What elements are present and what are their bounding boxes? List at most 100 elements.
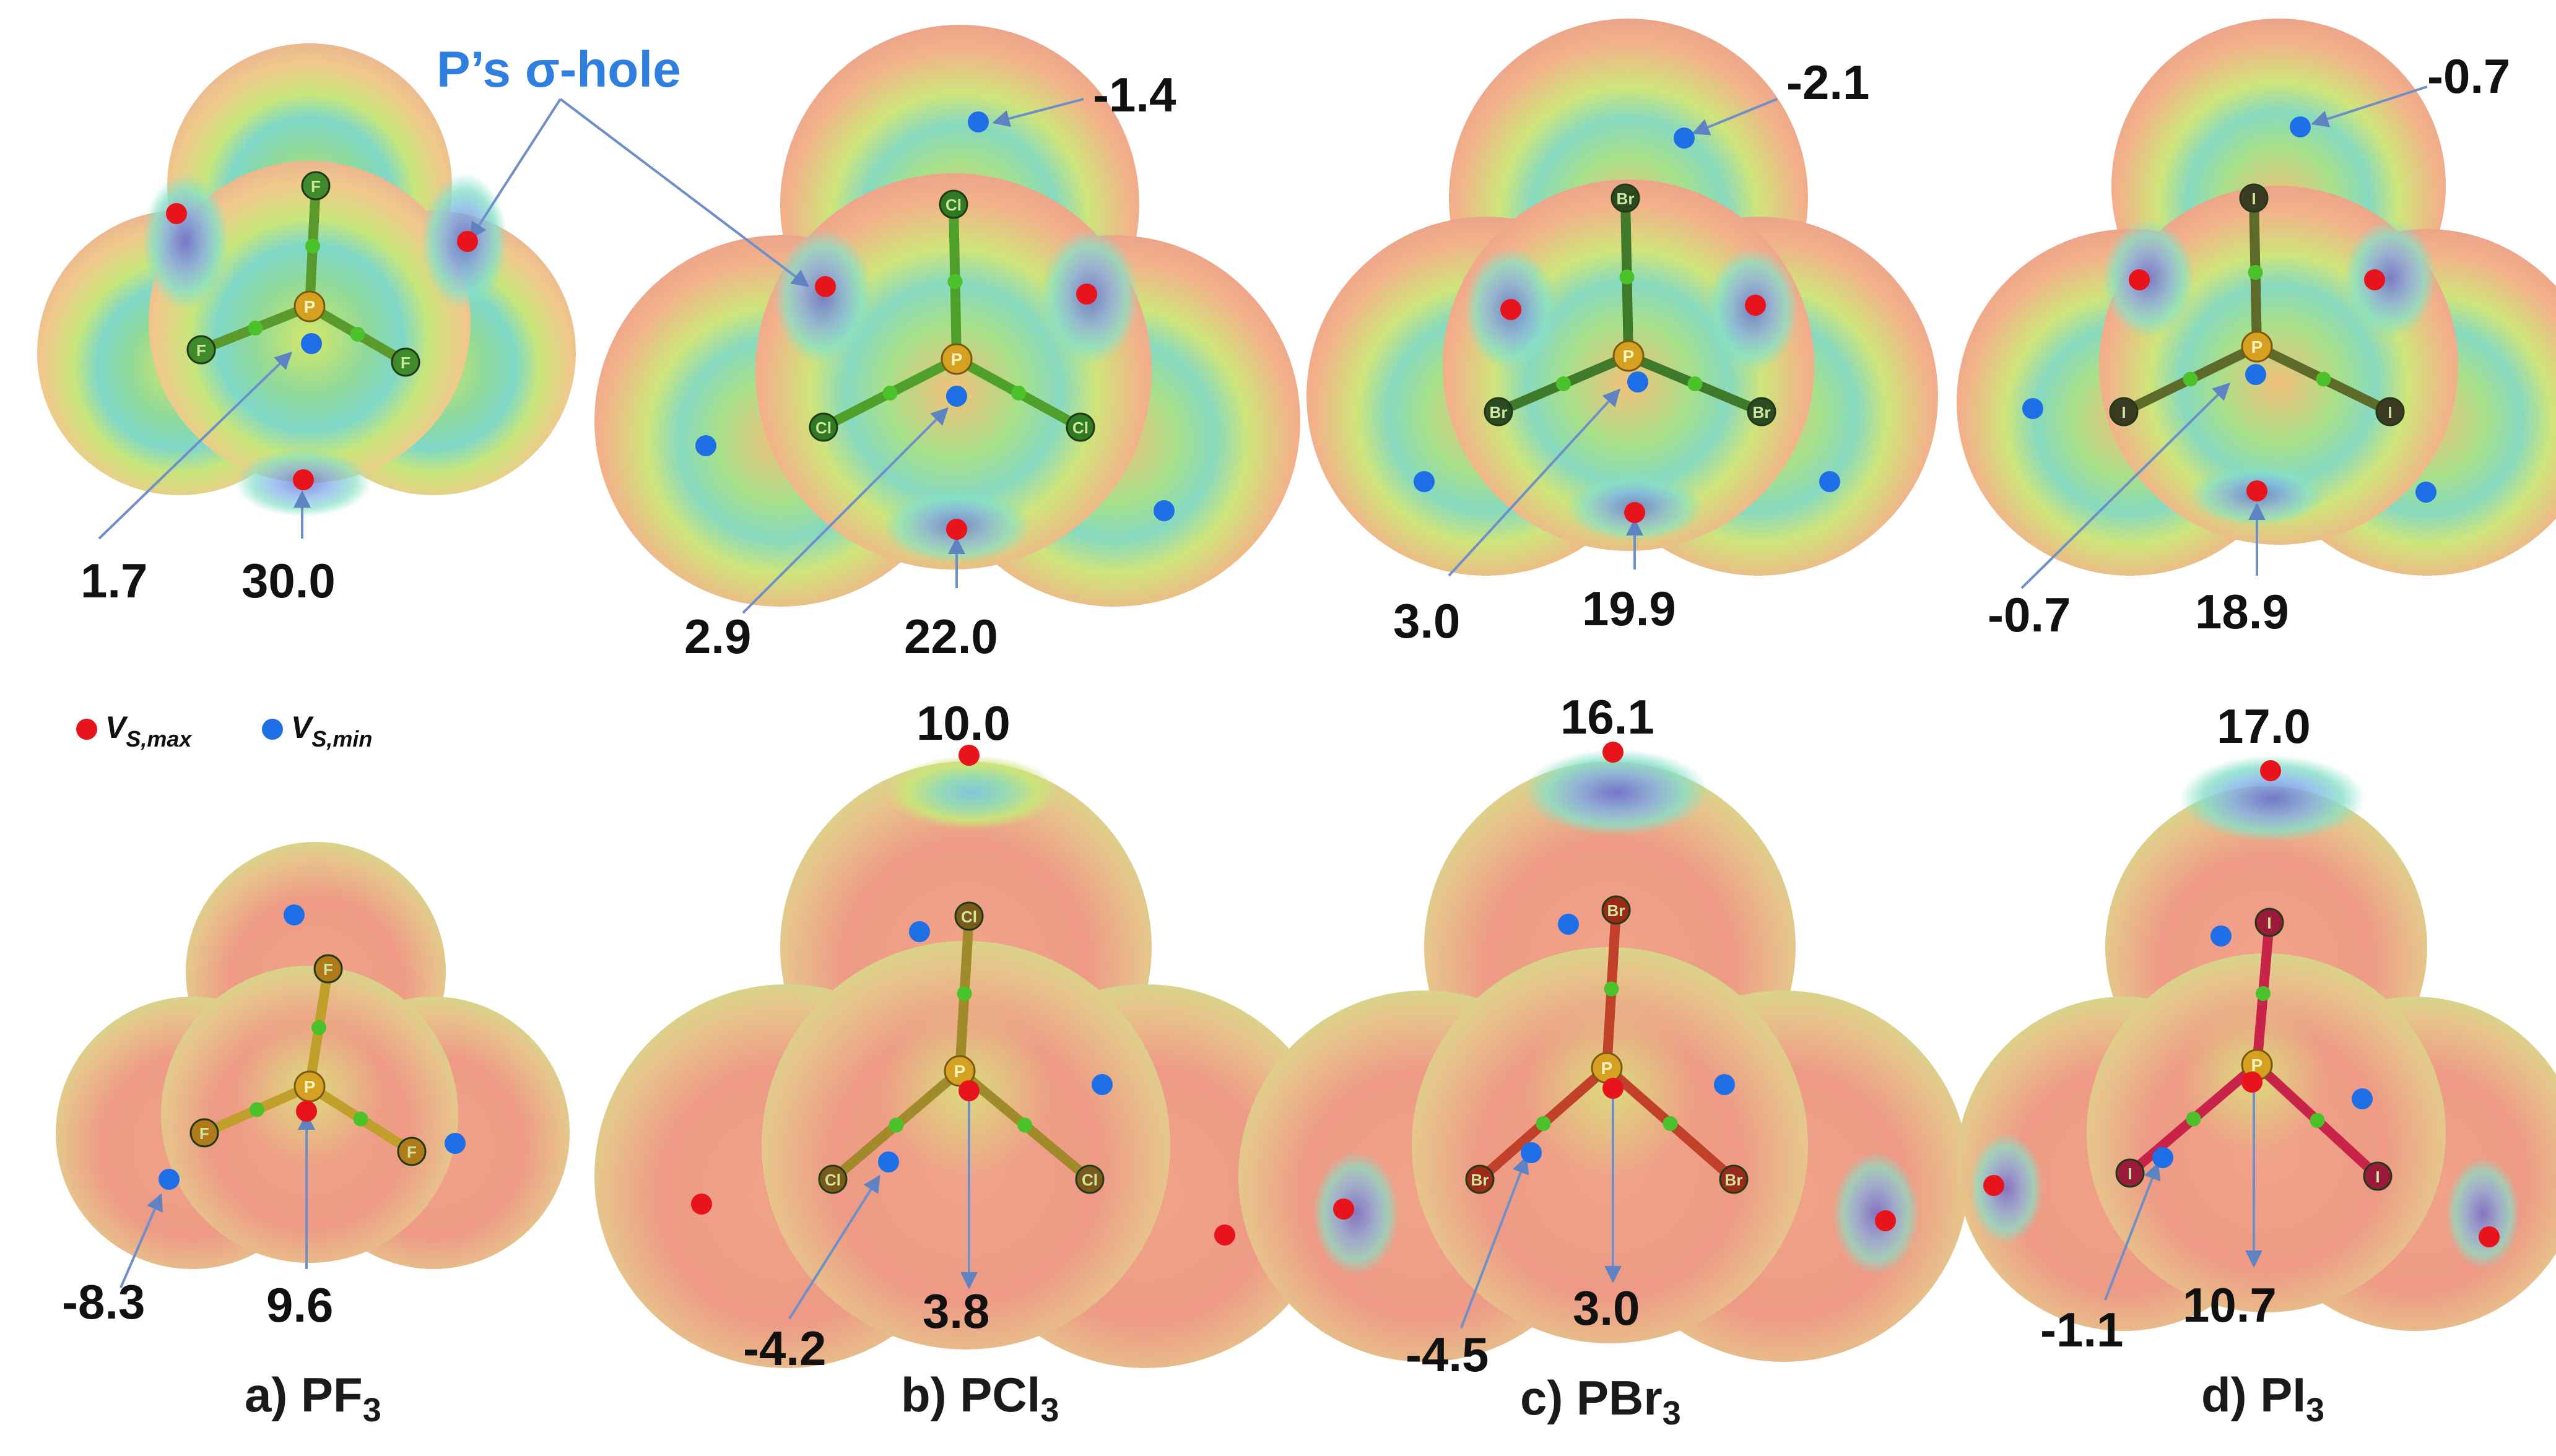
pbr3-top-center-value: 3.0 (1393, 594, 1460, 648)
pi3-top-atom-label-3: I (2388, 403, 2392, 422)
pf3-top-atom-label-1: F (311, 177, 321, 196)
pcl3-top-surface (594, 25, 1300, 607)
pbr3-top-halogen-atom-1 (1611, 183, 1640, 213)
caption-pf3: a) PF3 (245, 1367, 381, 1429)
pf3-top-bottom-value: 30.0 (241, 553, 336, 608)
pi3-bot-atom-label-3: I (2375, 1168, 2380, 1186)
pi3-top-phosphorus-label: P (2251, 337, 2263, 357)
vs-min-point-9 (695, 435, 716, 456)
vs-max-point-0 (166, 203, 187, 224)
vs-max-point-37 (1602, 1078, 1624, 1099)
vs-max-point-44 (2241, 1072, 2263, 1093)
vs-min-point-17 (1819, 471, 1840, 492)
pf3-bottom-center-value: 9.6 (266, 1278, 333, 1332)
pbr3-bot-phosphorus-label: P (1601, 1059, 1613, 1078)
pf3-bot-atom-label-2: F (199, 1124, 209, 1143)
pi3-top-bottom-value: 18.9 (2195, 584, 2289, 639)
vs-min-point-16 (1414, 471, 1435, 492)
pi3-top-atom-label-1: I (2251, 189, 2256, 208)
pbr3-bot-halogen-atom-3 (1719, 1164, 1749, 1194)
pcl3-bot-atom-label-3: Cl (1082, 1171, 1098, 1189)
vs-min-point-14 (1674, 128, 1695, 149)
pf3-bot-bond-point-3 (353, 1111, 368, 1127)
pf3-top-center-value: 1.7 (80, 553, 147, 608)
caption-pbr3: c) PBr3 (1520, 1371, 1681, 1432)
vs-max-point-25 (296, 1101, 317, 1122)
legend-min-marker (262, 719, 283, 740)
vs-max-point-46 (2479, 1226, 2500, 1247)
pf3-bottom-left-value: -8.3 (62, 1275, 145, 1329)
pi3-bot-bond-point-3 (2310, 1113, 2325, 1128)
pcl3-bot-bond-point-3 (1017, 1117, 1032, 1133)
pi3-bot-bond-point-1 (2256, 986, 2271, 1001)
pcl3-top-halogen-atom-1 (939, 189, 968, 219)
pf3-top-atom-label-2: F (196, 341, 206, 360)
vs-min-point-41 (1714, 1074, 1735, 1095)
pi3-bot-atom-label-1: I (2267, 914, 2271, 932)
vs-min-point-7 (968, 111, 989, 132)
pbr3-top-molecule: Br Br Br P (1484, 183, 1776, 427)
pbr3-bot-molecule: Br Br Br P (1465, 895, 1749, 1194)
sigma-hole-arrow-pf3 (469, 98, 562, 240)
pi3-bot-halogen-atom-2 (2115, 1158, 2145, 1188)
pcl3-bot-molecule: Cl Cl Cl P (818, 901, 1105, 1194)
molecule-skeletons: F F F P Cl Cl Cl P Br Br Br P I I I P F F F P Cl Cl Cl P Br Br Br P… (186, 171, 2405, 1194)
pf3-bot-bond-point-1 (311, 1020, 326, 1035)
pf3-top-bond-point-1 (305, 238, 320, 254)
vs-max-point-13 (1624, 502, 1645, 523)
pcl3-top-bond-point-3 (1011, 386, 1026, 401)
vs-max-point-39 (1875, 1210, 1896, 1231)
pbr3-bot-bond-point-3 (1663, 1116, 1678, 1131)
vs-min-point-3 (301, 333, 322, 354)
pi3-top-halogen-atom-2 (2109, 397, 2139, 427)
pi3-top-bond-point-3 (2316, 371, 2331, 387)
pbr3-bottom-left-value: -4.5 (1406, 1327, 1489, 1382)
pi3-top-atom-label-2: I (2121, 403, 2126, 422)
pcl3-top-bottom-value: 22.0 (904, 609, 998, 664)
pcl3-bot-phosphorus-label: P (954, 1062, 966, 1081)
vs-max-point-32 (1214, 1224, 1235, 1246)
pbr3-bot-halogen-atom-1 (1601, 895, 1631, 925)
pcl3-top-bond-point-2 (882, 386, 898, 401)
pi3-bot-halogen-atom-1 (2254, 908, 2284, 937)
pf3-top-bond-point-3 (350, 327, 365, 342)
vs-min-point-34 (1092, 1074, 1113, 1095)
pcl3-bottom-left-value: -4.2 (743, 1321, 826, 1376)
pointer-arrows (98, 85, 2428, 1328)
pf3-top-molecule: F F F P (186, 171, 420, 377)
pi3-top-center-value: -0.7 (1988, 587, 2071, 642)
pcl3-top-atom-label-1: Cl (945, 196, 962, 214)
pcl3-top-halogen-atom-2 (809, 412, 838, 442)
extrema-points (159, 111, 2500, 1247)
pi3-bottom-center-value: 10.7 (2183, 1278, 2277, 1332)
vs-max-point-5 (1076, 284, 1097, 305)
pf3-bot-phosphorus-label: P (304, 1077, 316, 1096)
pi3-bot-halogen-atom-3 (2363, 1161, 2393, 1191)
pi3-top-top-value: -0.7 (2427, 49, 2510, 103)
vs-max-point-30 (958, 1080, 980, 1101)
vs-min-point-15 (1627, 371, 1648, 392)
pbr3-bot-atom-label-2: Br (1471, 1171, 1489, 1189)
pbr3-top-bond-point-1 (1619, 269, 1635, 285)
vs-min-point-40 (1558, 914, 1579, 935)
pbr3-bot-bond-point-2 (1536, 1116, 1551, 1131)
pbr3-bot-bond-point-1 (1604, 981, 1619, 997)
pbr3-top-halogen-atom-2 (1484, 397, 1513, 427)
pf3-top-bond-point-2 (248, 321, 263, 336)
pi3-bot-bond-point-2 (2186, 1111, 2201, 1127)
vs-min-point-42 (1521, 1142, 1542, 1163)
pbr3-bottom-center-value: 3.0 (1573, 1281, 1640, 1335)
pbr3-top-halogen-atom-3 (1747, 397, 1776, 427)
vs-min-point-35 (878, 1151, 899, 1172)
pcl3-bottom-top-value: 10.0 (916, 696, 1011, 750)
pi3-bot-molecule: I I I P (2115, 908, 2393, 1191)
pcl3-bot-halogen-atom-2 (818, 1164, 848, 1194)
pf3-bot-bond-point-2 (250, 1102, 264, 1117)
pcl3-bot-halogen-atom-1 (954, 901, 984, 931)
legend-min-label: VS,min (291, 710, 372, 752)
caption-pi3: d) PI3 (2201, 1367, 2324, 1429)
vs-min-point-10 (1154, 500, 1175, 521)
vs-max-point-12 (1745, 295, 1766, 316)
vs-min-point-28 (159, 1169, 180, 1190)
